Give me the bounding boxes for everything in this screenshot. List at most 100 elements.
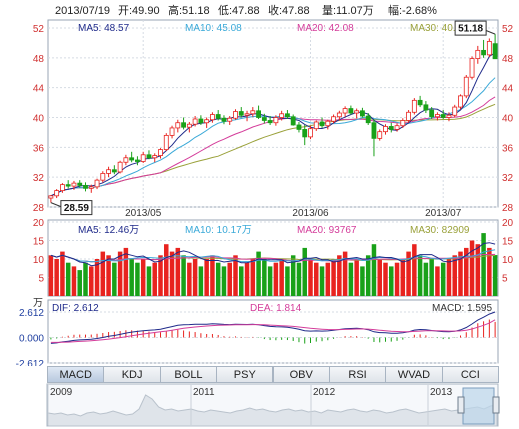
candle-body: [221, 117, 227, 122]
price-ytick-right: 44: [502, 84, 514, 95]
candle-body: [54, 190, 60, 197]
candle-body: [400, 120, 406, 127]
header-open: 开:49.90: [118, 5, 160, 17]
navigator-left-handle[interactable]: [457, 396, 465, 414]
candle-body: [227, 117, 233, 122]
candle-body: [261, 117, 267, 121]
volume-bar: [285, 266, 290, 296]
volume-bar: [296, 262, 302, 296]
macd-dif-label: DIF: 2.612: [52, 303, 99, 314]
navigator-panel[interactable]: 2009 2011 2012 2013: [0, 383, 519, 429]
header-high: 高:51.18: [168, 3, 210, 17]
candle-body: [256, 110, 261, 118]
price-ytick-right: 48: [502, 54, 514, 65]
tab-kdj[interactable]: KDJ: [103, 366, 161, 383]
candle-body: [486, 41, 492, 56]
price-ytick-right: 52: [502, 24, 514, 35]
volume-bar: [100, 251, 106, 296]
navigator-year-label: 2011: [193, 387, 215, 398]
volume-bar: [89, 266, 94, 296]
navigator-right-handle[interactable]: [492, 396, 500, 414]
candle-body: [348, 108, 354, 114]
candle-body: [371, 122, 377, 139]
volume-bar: [412, 244, 417, 296]
volume-bar: [112, 262, 117, 296]
price-ma30-label: MA30: 40.96: [410, 23, 467, 34]
price-ytick-right: 40: [502, 114, 514, 125]
candle-body: [198, 118, 204, 124]
header-change: 幅:-2.68%: [388, 4, 437, 17]
navigator-window[interactable]: [462, 387, 495, 425]
volume-ytick-right: 15: [502, 237, 514, 248]
candle-body: [88, 186, 94, 189]
volume-bar: [464, 247, 469, 296]
price-ytick-right: 28: [502, 203, 514, 214]
candle-body: [296, 124, 302, 130]
volume-bar: [314, 262, 319, 296]
volume-bar: [164, 244, 169, 296]
volume-bar: [440, 262, 446, 296]
navigator-area: [47, 394, 498, 427]
volume-ma5-label: MA5: 12.46万: [78, 225, 139, 236]
volume-bar: [158, 255, 163, 296]
max-annotation-line: [484, 29, 496, 35]
candle-body: [244, 113, 250, 116]
candle-body: [360, 110, 365, 117]
candle-body: [117, 161, 123, 173]
volume-bar: [400, 259, 406, 296]
price-ma20-label: MA20: 42.08: [297, 23, 354, 34]
candle-body: [267, 120, 273, 124]
macd-ytick: 0.000: [19, 334, 44, 345]
volume-bar: [279, 259, 284, 296]
candle-body: [146, 154, 152, 159]
volume-bar: [406, 251, 411, 296]
candle-body: [394, 125, 400, 130]
candle-body: [446, 114, 452, 118]
volume-bar: [187, 262, 192, 296]
candle-body: [273, 117, 279, 124]
volume-bar: [423, 262, 429, 296]
volume-bar: [458, 251, 463, 296]
volume-bar: [290, 255, 296, 296]
candle-body: [186, 123, 192, 128]
tab-obv[interactable]: OBV: [272, 366, 330, 383]
tab-cci[interactable]: CCI: [441, 366, 499, 383]
candle-body: [435, 114, 440, 118]
candle-body: [342, 108, 348, 114]
header-volume: 量:11.07万: [322, 4, 374, 17]
volume-bar: [48, 255, 54, 296]
volume-bar: [348, 262, 354, 296]
candle-body: [204, 119, 210, 124]
tab-macd[interactable]: MACD: [47, 366, 105, 383]
candle-body: [429, 109, 435, 118]
candle-body: [215, 114, 221, 119]
tab-rsi[interactable]: RSI: [328, 366, 387, 383]
volume-bar: [446, 259, 452, 296]
volume-bar: [152, 262, 157, 296]
volume-bar: [215, 262, 221, 296]
volume-bar: [267, 266, 273, 296]
candle-body: [417, 99, 423, 106]
candle-body: [129, 157, 135, 161]
price-ma5-label: MA5: 48.57: [78, 23, 130, 34]
candle-body: [210, 114, 215, 121]
macd-panel: 2.612 0.000 -2.612 DIF: 2.612 DEA: 1.814 MACD…: [16, 299, 499, 366]
candle-body: [71, 182, 77, 187]
volume-bar: [60, 251, 65, 296]
tab-psy[interactable]: PSY: [216, 366, 274, 383]
tab-boll[interactable]: BOLL: [159, 366, 218, 383]
navigator-year-label: 2009: [50, 387, 73, 398]
candle-body: [452, 106, 458, 116]
candle-body: [481, 49, 486, 56]
volume-panel: 5 5 10 10 15 15 20 20 万 MA5: 12.46万 MA10: 10.17万 MA…: [33, 218, 514, 309]
volume-bar: [342, 251, 348, 296]
price-ytick-left: 32: [33, 173, 45, 184]
volume-bar: [233, 255, 238, 296]
candle-body: [152, 155, 158, 159]
volume-unit-label: 万: [33, 298, 43, 309]
price-ma20-line: [50, 96, 496, 197]
volume-ma10-line: [50, 249, 496, 263]
candle-body: [325, 120, 331, 127]
price-xtick: 2013/07: [425, 208, 462, 219]
tab-wvad[interactable]: WVAD: [385, 366, 443, 383]
